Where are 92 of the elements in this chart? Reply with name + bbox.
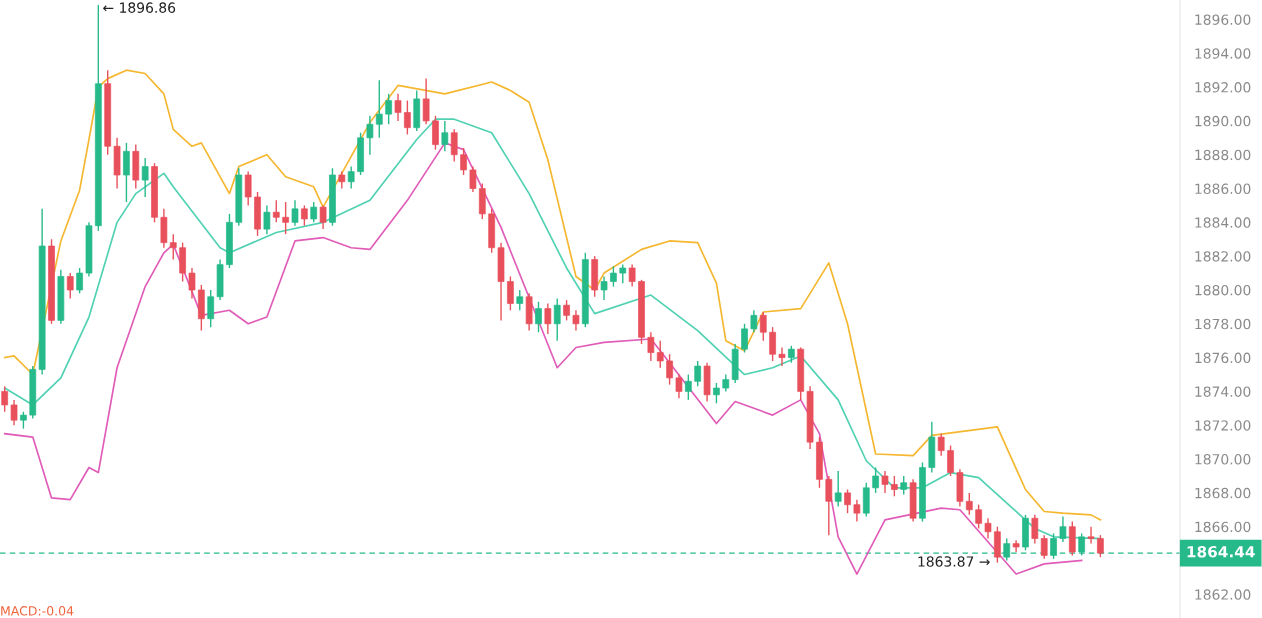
candlestick [66,272,74,300]
candlestick [684,373,692,401]
candlestick [516,289,524,311]
y-tick-label: 1872.00 [1195,420,1251,431]
candlestick [675,373,683,399]
y-tick-label: 1892.00 [1195,82,1251,93]
candlestick [469,165,477,193]
ref-line-label: 1864.44 [1187,545,1255,558]
candlestick [975,504,982,530]
candlestick [825,475,833,536]
y-tick-label: 1868.00 [1195,487,1251,499]
candlestick [628,263,636,288]
candlestick [394,93,402,122]
candlestick [1059,515,1067,543]
candlestick [666,353,673,386]
y-tick-label: 1888.00 [1195,149,1251,161]
candlestick [460,147,467,176]
y-tick-label: 1880.00 [1195,284,1251,296]
candlestick [1,385,9,413]
candlestick [900,475,908,496]
candlestick [965,492,973,516]
candlestick [375,79,383,139]
y-tick-label: 1862.00 [1195,589,1251,600]
candlestick [422,77,430,125]
candlestick [1087,525,1095,545]
candlestick [366,115,374,156]
candlestick [619,263,627,284]
candlestick [553,297,561,342]
candlestick [769,326,776,362]
candlestick [600,275,608,301]
candlestick [347,165,355,190]
annotation: ← 1896.86 [103,2,176,13]
y-tick-label: 1884.00 [1195,217,1251,228]
candlestick [535,301,542,333]
candlestick [1031,514,1039,545]
candlestick [778,346,786,367]
candlestick [244,170,252,207]
y-tick-label: 1890.00 [1195,115,1251,127]
candlestick [872,466,879,494]
candlestick [76,267,83,295]
candlestick [572,309,580,332]
y-tick-label: 1870.00 [1195,454,1251,465]
candlestick [610,265,617,288]
candlestick [891,475,898,497]
y-tick-label: 1874.00 [1195,386,1251,397]
y-tick-label: 1878.00 [1195,318,1251,330]
candlestick [272,199,280,224]
candlestick [881,470,889,494]
annotation: 1863.87 → [918,556,990,567]
candlestick [844,488,851,514]
candlestick [404,99,411,136]
candlestick [123,142,130,203]
candlestick [310,201,318,224]
candlestick [282,201,289,235]
candlestick [319,204,327,230]
candlestick [301,204,308,227]
candlestick [385,93,392,125]
candlestick [169,233,177,261]
candlestick [291,199,299,227]
candlestick [853,498,861,523]
annotation: MACD:-0.04 [1,606,74,616]
candlestick [10,399,18,426]
candlestick [441,120,449,153]
candlestick [694,360,702,388]
candlestick [1050,532,1057,560]
candlestick [647,331,655,362]
candlestick [450,128,458,163]
candlestick [750,309,758,333]
candlestick [188,267,196,300]
candlestick [507,275,514,311]
candlestick [937,433,945,457]
candlestick [713,382,720,404]
candlestick [263,204,271,235]
candlestick [544,302,552,335]
y-tick-label: 1876.00 [1195,352,1251,364]
y-tick-label: 1882.00 [1195,251,1251,262]
candlestick [984,517,992,540]
candlestick [207,289,215,328]
candlestick [432,115,439,151]
y-tick-label: 1894.00 [1195,48,1251,59]
candlestick [1097,534,1104,558]
candlestick [834,470,842,508]
candlestick [759,311,767,342]
candlestick [741,323,748,354]
candlestick [947,444,954,477]
candlestick [563,299,570,322]
candlestick [141,157,149,198]
candlestick [656,340,664,369]
y-tick-label: 1886.00 [1195,183,1251,194]
y-tick-label: 1896.00 [1195,14,1251,25]
candlestick [1040,534,1048,560]
y-tick-label: 1866.00 [1195,521,1251,533]
